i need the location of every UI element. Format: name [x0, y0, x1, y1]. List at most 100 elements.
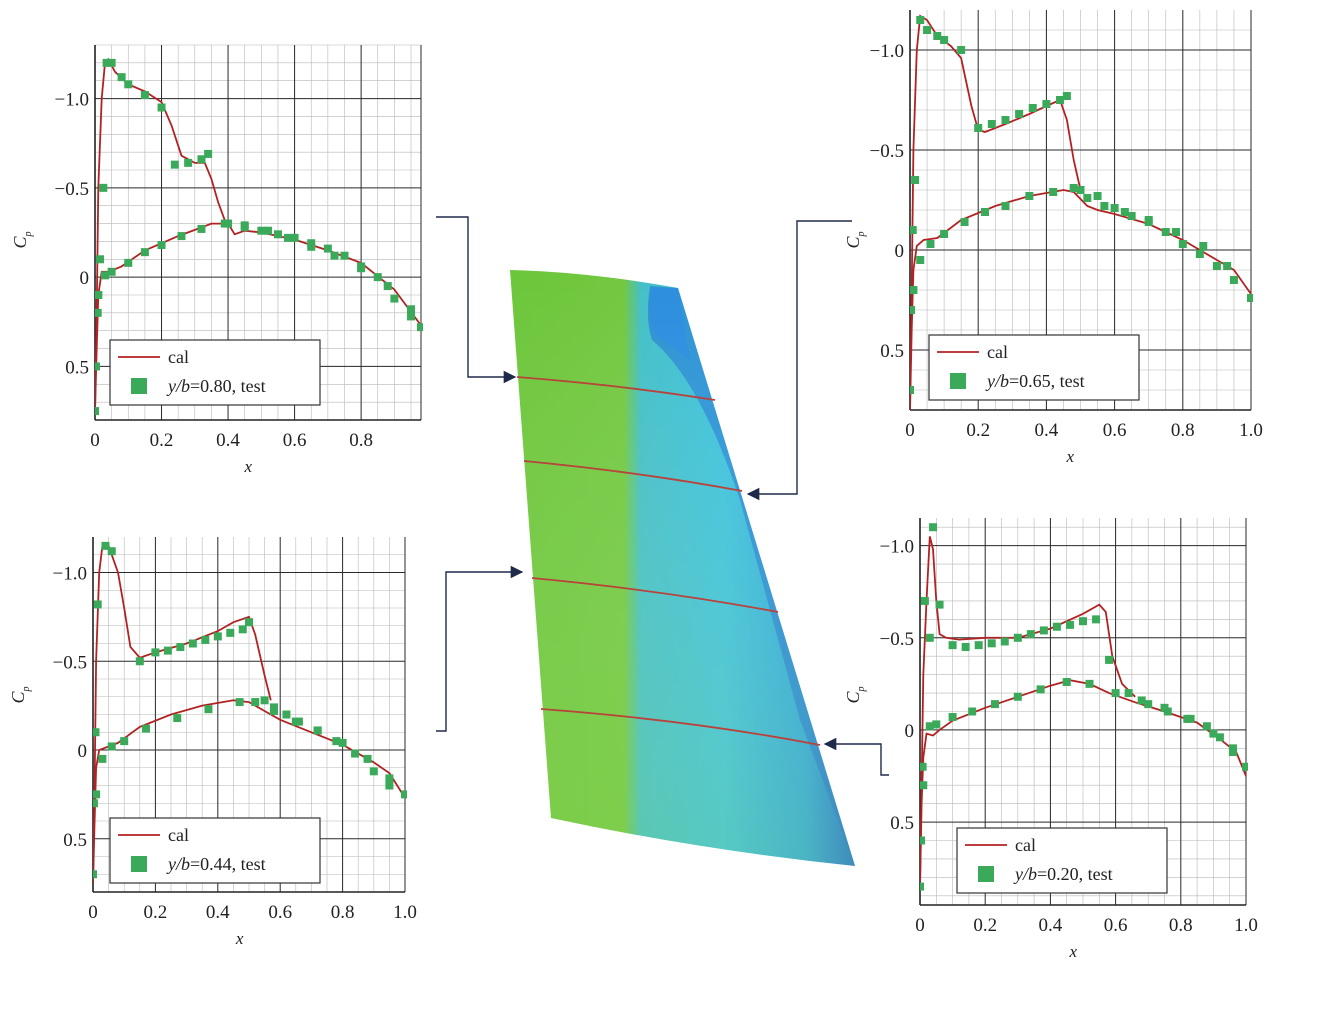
test-point [95, 255, 104, 264]
test-point [910, 226, 917, 234]
test-point [1111, 689, 1120, 698]
x-tick-label: 0.4 [1039, 915, 1063, 936]
y-tick-label: 0.5 [65, 357, 89, 378]
test-point [929, 523, 938, 532]
legend-cal-label: cal [168, 825, 189, 845]
test-point [95, 362, 100, 371]
test-point [107, 547, 116, 556]
x-tick-label: 0.2 [966, 420, 990, 441]
test-point [1083, 194, 1092, 202]
y-axis-label: Cp [843, 686, 867, 703]
x-tick-label: 1.0 [1239, 420, 1263, 441]
x-tick-label: 0.8 [331, 902, 355, 923]
test-point [1247, 294, 1253, 302]
test-point [201, 635, 210, 644]
test-point [373, 273, 382, 282]
x-axis-label: x [1068, 942, 1077, 961]
test-point [269, 706, 278, 715]
y-tick-label: −1.0 [55, 90, 89, 111]
wing-trailing-shade [510, 270, 855, 866]
test-point [197, 224, 206, 233]
x-axis-label: x [243, 457, 252, 476]
legend: cal y/b=0.80, test [109, 339, 321, 406]
test-point [1137, 696, 1146, 705]
legend-test-value: =0.80, test [190, 376, 266, 396]
y-axis-label-sub: p [21, 686, 32, 692]
test-point [960, 218, 969, 226]
section-line-y-b-0-20 [540, 708, 821, 746]
test-point [1186, 714, 1195, 723]
test-point [961, 643, 970, 651]
test-point [245, 618, 253, 627]
y-tick-label: 0.5 [890, 813, 914, 834]
test-point [338, 738, 347, 747]
y-tick-label: −0.5 [870, 141, 904, 162]
y-axis-label-main: C [10, 236, 30, 249]
y-tick-label: 0 [905, 721, 915, 742]
legend-test-swatch [950, 373, 966, 389]
test-point [117, 73, 126, 82]
x-tick-label: 0 [88, 902, 98, 923]
test-point [383, 282, 392, 291]
test-point [1036, 685, 1045, 694]
y-tick-label: −0.5 [53, 652, 87, 673]
test-point [99, 183, 108, 192]
y-tick-label: 0 [80, 268, 90, 289]
y-tick-label: −0.5 [880, 629, 914, 650]
x-tick-label: 0 [905, 420, 915, 441]
test-point [1229, 276, 1238, 284]
test-point [282, 710, 291, 719]
test-point [273, 230, 282, 239]
test-point [107, 267, 116, 276]
test-point [1065, 620, 1074, 629]
x-tick-label: 0.6 [268, 902, 292, 923]
test-point [140, 248, 149, 257]
legend: cal y/b=0.44, test [109, 817, 321, 884]
test-point [1013, 692, 1022, 701]
test-point [1042, 100, 1051, 108]
legend-box [928, 334, 1140, 401]
test-point [390, 294, 399, 303]
legend-test-value: =0.65, test [1009, 371, 1085, 391]
test-point [1062, 678, 1071, 687]
series-group [95, 57, 423, 416]
y-axis-label-main: C [8, 691, 28, 704]
test-point [1100, 202, 1109, 210]
test-point [1124, 689, 1133, 698]
test-point [926, 240, 935, 248]
y-tick-label: 0.5 [880, 341, 904, 362]
test-point [401, 790, 407, 799]
legend-test-value: =0.20, test [1037, 864, 1113, 884]
x-tick-label: 0.4 [1035, 420, 1059, 441]
y-axis-label-main: C [843, 691, 863, 704]
test-point [351, 749, 360, 758]
x-tick-label: 0 [90, 430, 100, 451]
test-point [920, 762, 927, 771]
test-point [923, 26, 932, 34]
test-point [957, 46, 966, 54]
test-point [920, 596, 929, 605]
test-point [332, 737, 341, 746]
test-point [95, 407, 99, 416]
cal-curve [93, 699, 406, 884]
section-line-y-b-0-44 [531, 577, 779, 613]
legend-test-var: y/b [1013, 864, 1037, 884]
test-point [102, 58, 111, 67]
legend-test-value: =0.44, test [190, 854, 266, 874]
test-point [291, 717, 300, 726]
test-point [916, 256, 925, 264]
test-point [93, 799, 98, 808]
y-axis-label-sub: p [856, 231, 867, 237]
legend-test-label: y/b=0.44, test [166, 854, 266, 874]
test-point [925, 722, 934, 731]
x-axis-label: x [235, 929, 244, 948]
test-point [263, 226, 272, 235]
x-tick-label: 0.4 [216, 430, 240, 451]
test-point [140, 91, 149, 99]
legend-box [109, 339, 321, 406]
test-point [1000, 637, 1009, 646]
cal-curve [95, 57, 232, 412]
test-point [204, 149, 213, 158]
test-point [910, 306, 916, 314]
